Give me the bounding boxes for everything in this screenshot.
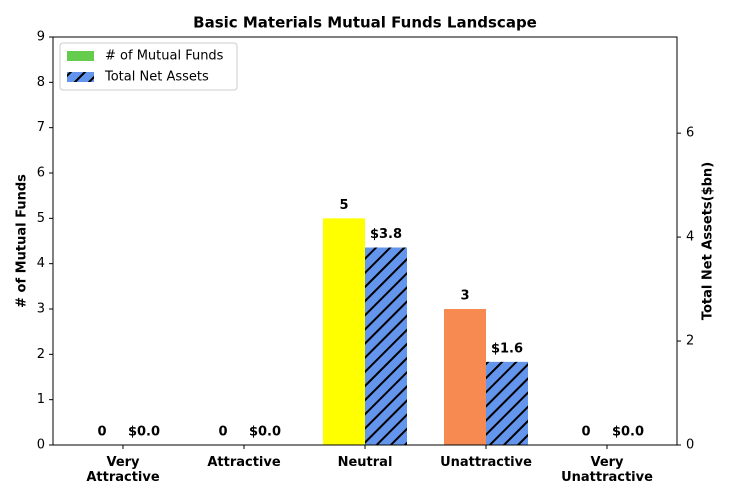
value-label: 0 bbox=[581, 425, 590, 440]
y-tick-label: 4 bbox=[37, 256, 45, 271]
legend-swatch bbox=[67, 51, 94, 61]
y2-axis-label: Total Net Assets($bn) bbox=[701, 162, 716, 320]
value-label: $0.0 bbox=[612, 425, 644, 440]
value-label: 0 bbox=[97, 425, 106, 440]
value-label: 3 bbox=[460, 289, 469, 304]
y-tick-label: 0 bbox=[37, 438, 45, 453]
bar bbox=[444, 309, 486, 445]
x-tick-label: Very Unattractive bbox=[561, 455, 653, 485]
bar bbox=[323, 218, 365, 445]
legend-label: # of Mutual Funds bbox=[105, 49, 224, 64]
x-tick-label: Attractive bbox=[207, 455, 281, 470]
y-tick-label: 9 bbox=[37, 30, 45, 45]
y-tick-label: 7 bbox=[37, 120, 45, 135]
y2-tick-label: 2 bbox=[686, 334, 694, 349]
legend-swatch bbox=[67, 72, 94, 82]
legend: # of Mutual Funds Total Net Assets bbox=[59, 42, 238, 91]
y-tick-label: 8 bbox=[37, 75, 45, 90]
y-tick-label: 5 bbox=[37, 211, 45, 226]
x-tick-label: Neutral bbox=[338, 455, 393, 470]
bar bbox=[365, 247, 407, 445]
y-tick-label: 3 bbox=[37, 302, 45, 317]
value-label: $0.0 bbox=[128, 425, 160, 440]
y-tick-label: 6 bbox=[37, 166, 45, 181]
value-label: 0 bbox=[218, 425, 227, 440]
chart-title: Basic Materials Mutual Funds Landscape bbox=[193, 14, 537, 32]
legend-box bbox=[59, 42, 238, 91]
x-tick-label: Very Attractive bbox=[86, 455, 160, 485]
value-label: $0.0 bbox=[249, 425, 281, 440]
y2-tick-label: 0 bbox=[686, 438, 694, 453]
y2-tick-label: 6 bbox=[686, 126, 694, 141]
bar bbox=[486, 361, 528, 445]
y2-tick-label: 4 bbox=[686, 230, 694, 245]
plot-frame bbox=[52, 36, 678, 446]
x-tick-label: Unattractive bbox=[440, 455, 532, 470]
value-label: $3.8 bbox=[370, 227, 402, 242]
value-label: 5 bbox=[339, 198, 348, 213]
y-tick-label: 2 bbox=[37, 347, 45, 362]
y-tick-label: 1 bbox=[37, 392, 45, 407]
y-axis-label: # of Mutual Funds bbox=[15, 174, 30, 308]
legend-label: Total Net Assets bbox=[104, 70, 209, 85]
value-label: $1.6 bbox=[491, 341, 523, 356]
